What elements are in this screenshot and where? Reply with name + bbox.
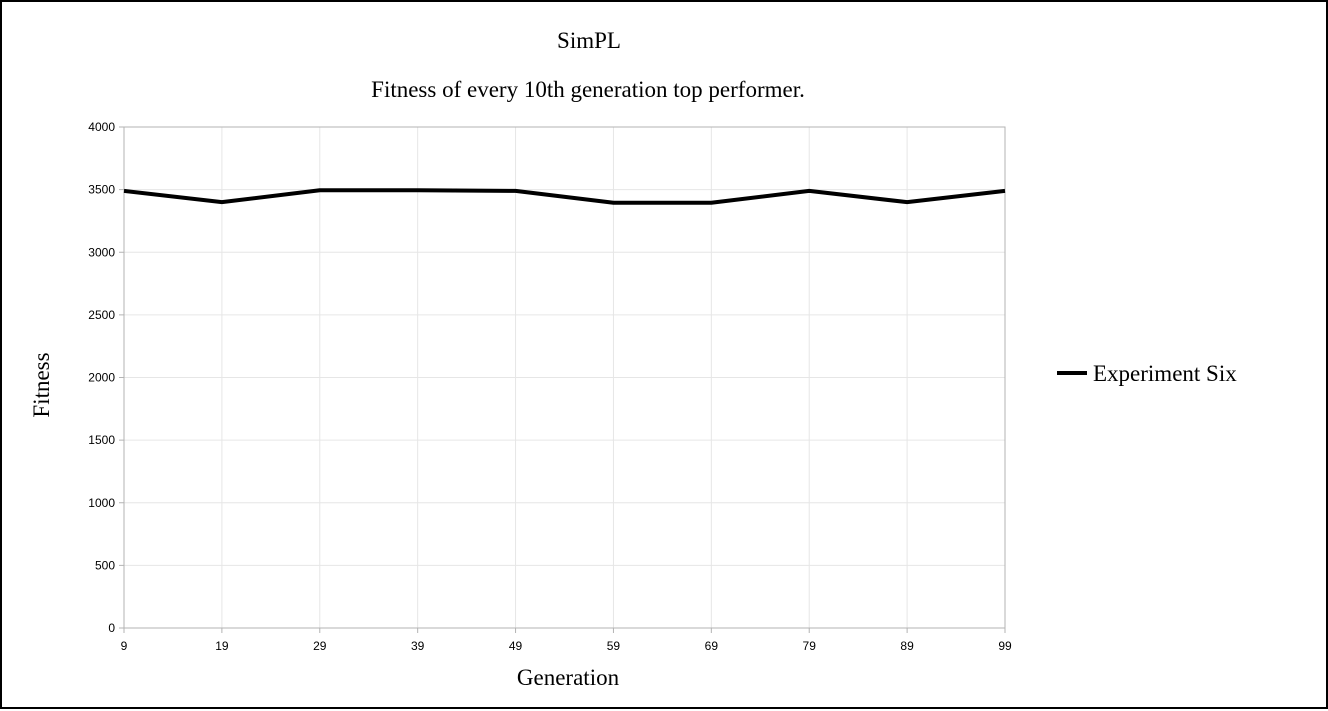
x-tick-label: 9 (121, 639, 128, 653)
y-tick-label: 4000 (88, 120, 115, 134)
chart-subtitle: Fitness of every 10th generation top per… (371, 77, 805, 102)
x-tick-label: 29 (313, 639, 327, 653)
x-tick-label: 79 (803, 639, 817, 653)
y-tick-label: 0 (108, 621, 115, 635)
legend-label-experiment-six: Experiment Six (1093, 361, 1237, 386)
x-tick-label: 49 (509, 639, 523, 653)
x-axis-label: Generation (517, 665, 620, 690)
x-tick-label: 59 (607, 639, 621, 653)
chart-title: SimPL (557, 28, 621, 53)
legend: Experiment Six (1057, 361, 1237, 386)
x-tick-label: 99 (998, 639, 1012, 653)
y-tick-label: 2000 (88, 371, 115, 385)
y-tick-label: 500 (95, 558, 115, 572)
y-axis-label: Fitness (29, 352, 54, 417)
series-layer (123, 188, 1006, 205)
x-tick-label: 69 (705, 639, 719, 653)
y-tick-label: 3500 (88, 183, 115, 197)
series-line-experiment-six (123, 188, 1006, 205)
y-tick-label: 1000 (88, 496, 115, 510)
y-axis-ticks: 0 500 1000 1500 2000 2500 3000 3500 4000 (88, 120, 124, 635)
x-tick-label: 89 (900, 639, 914, 653)
x-tick-label: 39 (411, 639, 425, 653)
y-tick-label: 1500 (88, 433, 115, 447)
y-tick-label: 3000 (88, 245, 115, 259)
grid (123, 126, 1006, 629)
y-tick-label: 2500 (88, 308, 115, 322)
x-tick-label: 19 (215, 639, 229, 653)
x-axis-ticks: 9 19 29 39 49 59 69 79 89 99 (121, 628, 1012, 653)
